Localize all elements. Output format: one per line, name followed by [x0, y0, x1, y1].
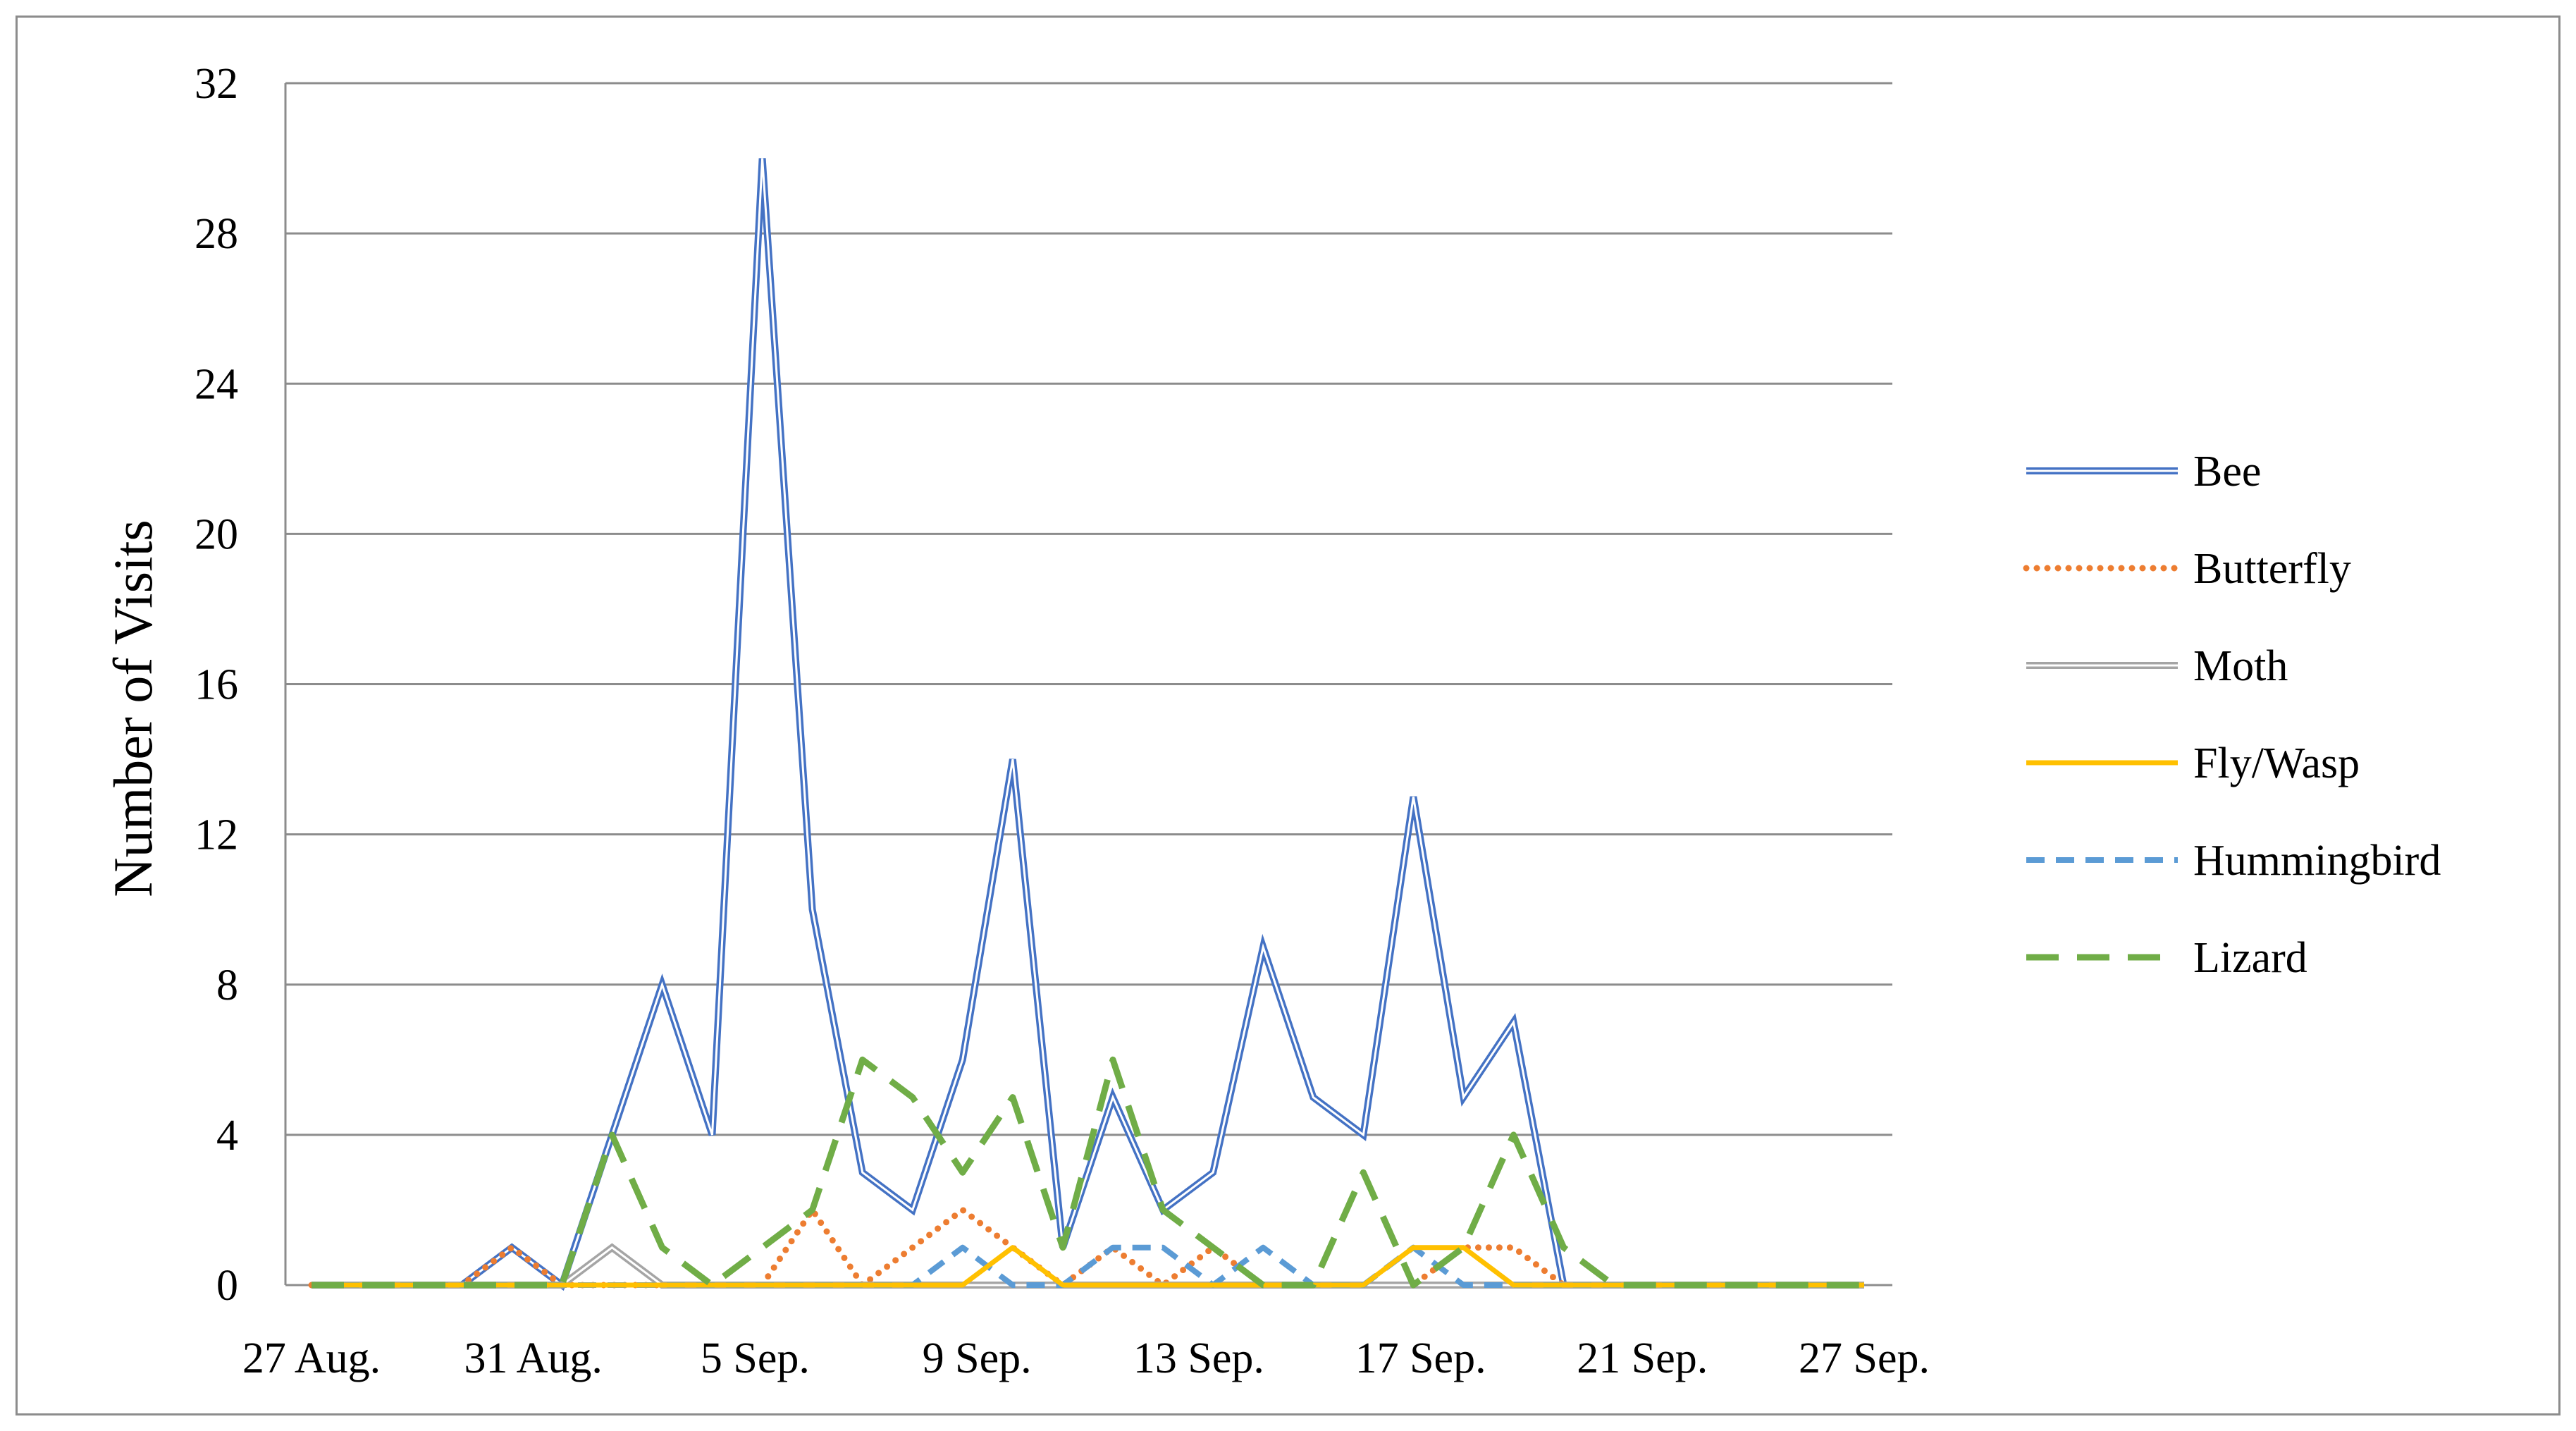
- y-tick-label: 4: [216, 1112, 238, 1160]
- series-line-fly-wasp: [312, 1245, 1864, 1288]
- series-lines: [308, 158, 1868, 1291]
- legend: Bee Butterfly Moth Fly/Wasp Hummingbird Lizar…: [2023, 448, 2441, 982]
- x-tick-label: 5 Sep.: [701, 1334, 810, 1382]
- series-line-hummingbird: [312, 1244, 1864, 1288]
- x-tick-label: 13 Sep.: [1133, 1334, 1264, 1382]
- y-tick-label: 12: [195, 811, 238, 859]
- gridlines: [284, 82, 1892, 1286]
- y-tick-label: 16: [195, 661, 238, 709]
- x-tick-label: 27 Aug.: [242, 1334, 381, 1382]
- y-axis-ticks: 0 4 8 12 16 20 24 28 32: [195, 60, 238, 1310]
- y-tick-label: 0: [216, 1262, 238, 1310]
- legend-label-butterfly: Butterfly: [2193, 545, 2351, 593]
- chart-frame: [16, 16, 2560, 1415]
- legend-label-hummingbird: Hummingbird: [2193, 837, 2441, 885]
- legend-label-fly-wasp: Fly/Wasp: [2193, 739, 2360, 787]
- legend-label-bee: Bee: [2193, 448, 2261, 496]
- series-line-bee: [312, 158, 1864, 1291]
- y-tick-label: 8: [216, 962, 238, 1009]
- series-line-butterfly: [308, 1206, 1868, 1289]
- x-tick-label: 31 Aug.: [464, 1334, 603, 1382]
- x-tick-label: 9 Sep.: [923, 1334, 1032, 1382]
- y-tick-label: 24: [195, 360, 238, 408]
- y-tick-label: 28: [195, 210, 238, 258]
- x-tick-label: 21 Sep.: [1577, 1334, 1708, 1382]
- y-tick-label: 32: [195, 60, 238, 108]
- x-tick-label: 27 Sep.: [1799, 1334, 1930, 1382]
- legend-label-lizard: Lizard: [2193, 934, 2307, 982]
- x-tick-label: 17 Sep.: [1355, 1334, 1486, 1382]
- series-line-lizard: [312, 1056, 1864, 1289]
- legend-label-moth: Moth: [2193, 642, 2288, 690]
- y-tick-label: 20: [195, 510, 238, 558]
- x-axis-ticks: 27 Aug. 31 Aug. 5 Sep. 9 Sep. 13 Sep. 17 Sep.…: [242, 1334, 1930, 1382]
- y-axis-title: Number of Visits: [102, 520, 164, 897]
